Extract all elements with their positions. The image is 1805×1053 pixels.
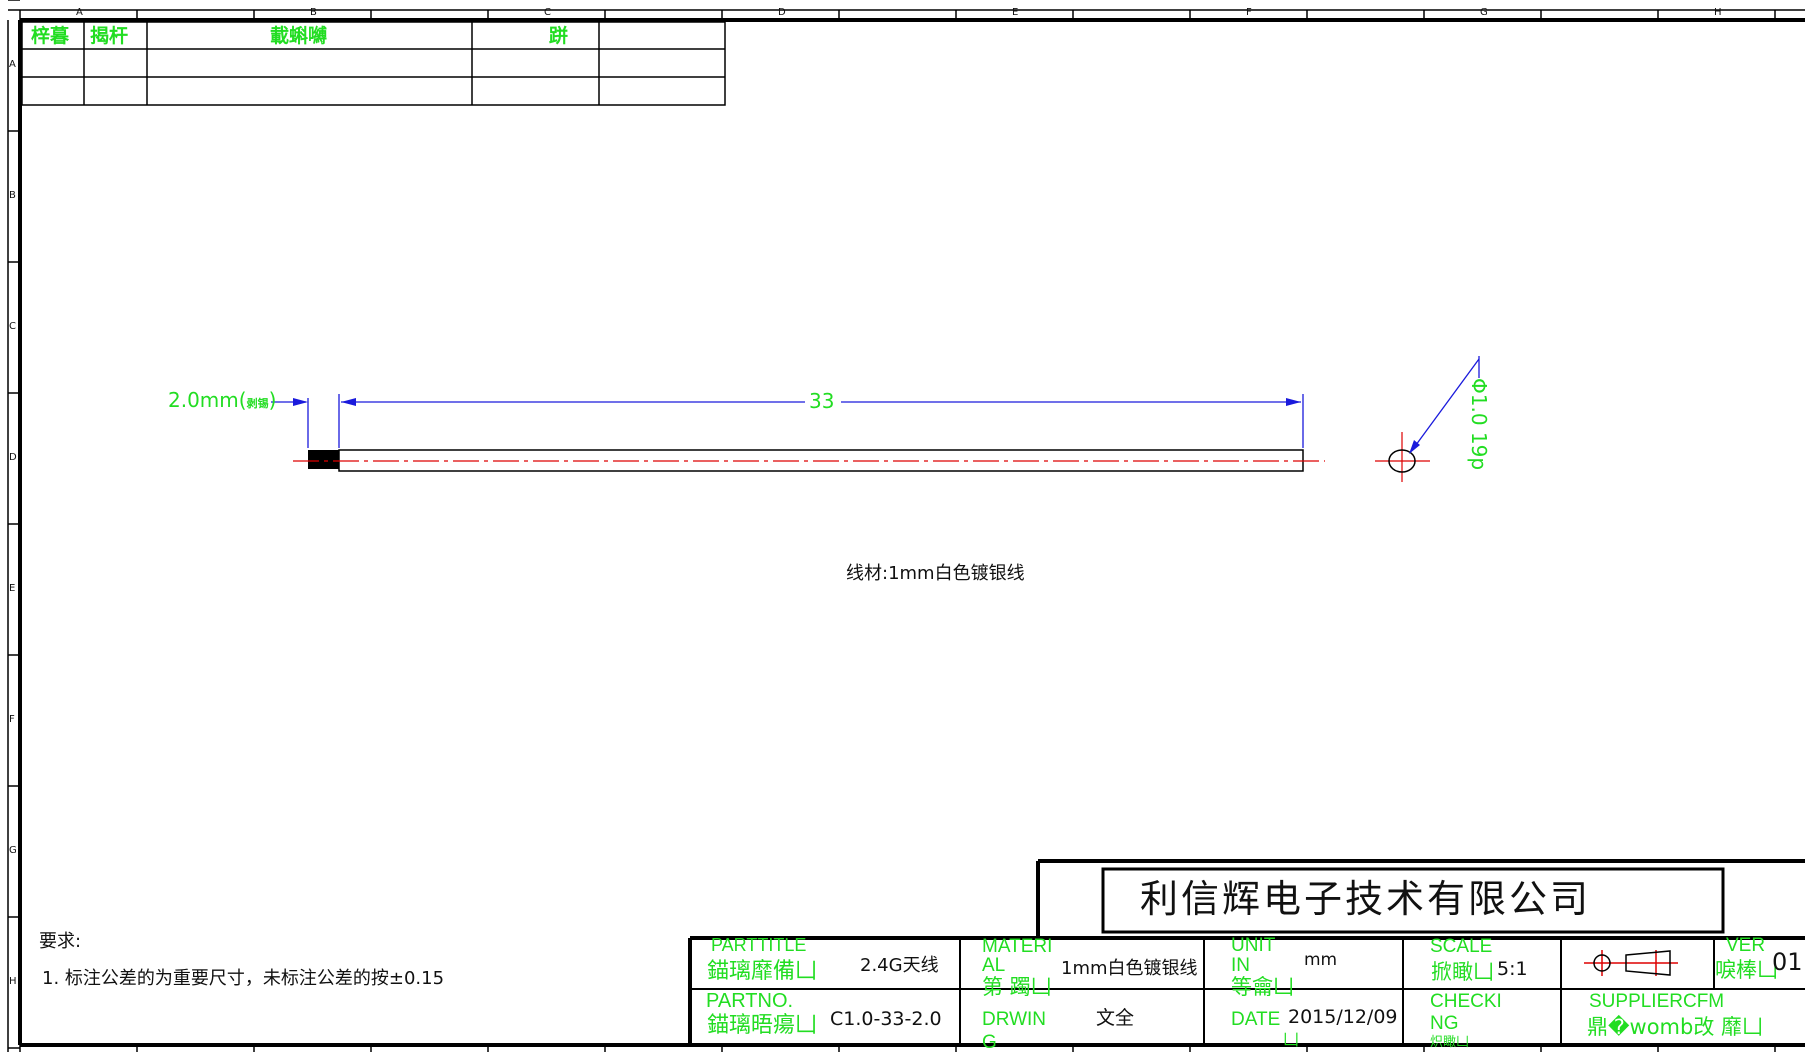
title-block-grid — [688, 859, 1805, 1045]
sheet-frame — [7, 9, 1805, 1052]
unit-label-cn: 等龠凵 — [1231, 975, 1294, 999]
column-label: D — [778, 7, 786, 18]
material-label-en-2: AL — [982, 955, 1006, 976]
dimension-lines — [271, 394, 1304, 448]
scale-label-cn: 掀瞰凵 — [1431, 960, 1494, 984]
checking-label-en-1: CHECKI — [1430, 991, 1502, 1012]
column-ticks — [19, 10, 1776, 1052]
part-no-label-en: PARTNO. — [706, 990, 794, 1012]
column-label: G — [1480, 7, 1488, 18]
column-label: H — [1714, 7, 1722, 18]
row-label: E — [9, 583, 16, 594]
ver-value: 01 — [1772, 948, 1803, 976]
revision-header-1: 梓暮 — [31, 25, 70, 47]
company-name: 利信辉电子技术有限公司 — [1140, 877, 1592, 921]
cross-section-view — [1375, 356, 1480, 482]
revision-header-4: 跰 — [549, 25, 569, 47]
row-label: G — [9, 845, 17, 856]
drawing-label-en-2: G — [982, 1032, 997, 1053]
scale-label-en: SCALE — [1430, 936, 1493, 957]
strip-length-value: 2.0mm( — [168, 388, 247, 412]
ver-label-cn: 唳棒凵 — [1715, 958, 1778, 982]
checking-label-cn: 炽瞰凵 — [1430, 1035, 1470, 1050]
part-title-label-cn: 錨璃靡備凵 — [707, 959, 818, 984]
unit-label-en-1: UNIT — [1231, 935, 1276, 956]
ver-label-en: VER — [1726, 935, 1766, 956]
projection-symbol-icon — [1584, 950, 1678, 976]
date-label-cn: 凵 — [1283, 1030, 1300, 1049]
revision-header-2: 揭杆 — [90, 25, 129, 47]
strip-length-label: 2.0mm(剥锡) — [168, 388, 277, 412]
unit-value: mm — [1304, 950, 1338, 970]
material-note: 线材:1mm白色镀银线 — [846, 563, 1025, 584]
material-label-cn: 第 躅凵 — [982, 975, 1052, 999]
revision-table-grid — [21, 21, 726, 106]
checking-label-en-2: NG — [1430, 1013, 1459, 1034]
strip-note: 剥锡 — [246, 397, 269, 410]
unit-label-en-2: IN — [1231, 955, 1250, 976]
part-title-value: 2.4G天线 — [860, 955, 939, 976]
column-label: B — [310, 7, 317, 18]
date-value: 2015/12/09 — [1288, 1006, 1398, 1028]
column-label: E — [1012, 7, 1019, 18]
requirements-item-1: 1. 标注公差的为重要尺寸，未标注公差的按±0.15 — [42, 968, 445, 989]
material-value: 1mm白色镀银线 — [1061, 958, 1198, 979]
date-label-en: DATE — [1231, 1009, 1281, 1030]
requirements-title: 要求: — [39, 931, 82, 952]
length-dimension-label: 33 — [809, 389, 835, 413]
column-label: F — [1246, 7, 1252, 18]
row-label: D — [9, 452, 17, 463]
row-label: C — [9, 321, 16, 332]
wire-part — [293, 449, 1325, 472]
part-no-value: C1.0-33-2.0 — [830, 1008, 942, 1030]
part-title-label-en: PARTTITLE — [711, 935, 807, 955]
material-label-en-1: MATERI — [982, 936, 1053, 957]
stripped-tin-end — [308, 450, 339, 469]
diameter-label: Φ1.0 19p — [1467, 378, 1491, 471]
drawing-value: 文全 — [1096, 1007, 1135, 1029]
row-label: F — [9, 714, 15, 725]
column-label: A — [76, 7, 83, 18]
drawing-label-en-1: DRWIN — [982, 1009, 1047, 1030]
row-label: B — [9, 190, 16, 201]
supplier-label-en: SUPPLIERCFM — [1589, 991, 1725, 1012]
column-label: C — [544, 7, 551, 18]
row-ticks — [8, 0, 20, 1049]
wire-cross-section — [1388, 449, 1416, 473]
scale-value: 5:1 — [1497, 958, 1528, 980]
row-label: A — [9, 59, 16, 70]
supplier-label-cn: 鼎�womb改 靡凵 — [1587, 1015, 1764, 1039]
part-no-label-cn: 錨璃晤瘍凵 — [707, 1013, 818, 1038]
revision-header-3: 載蝌嚩 — [270, 25, 328, 47]
row-label: H — [9, 976, 17, 987]
